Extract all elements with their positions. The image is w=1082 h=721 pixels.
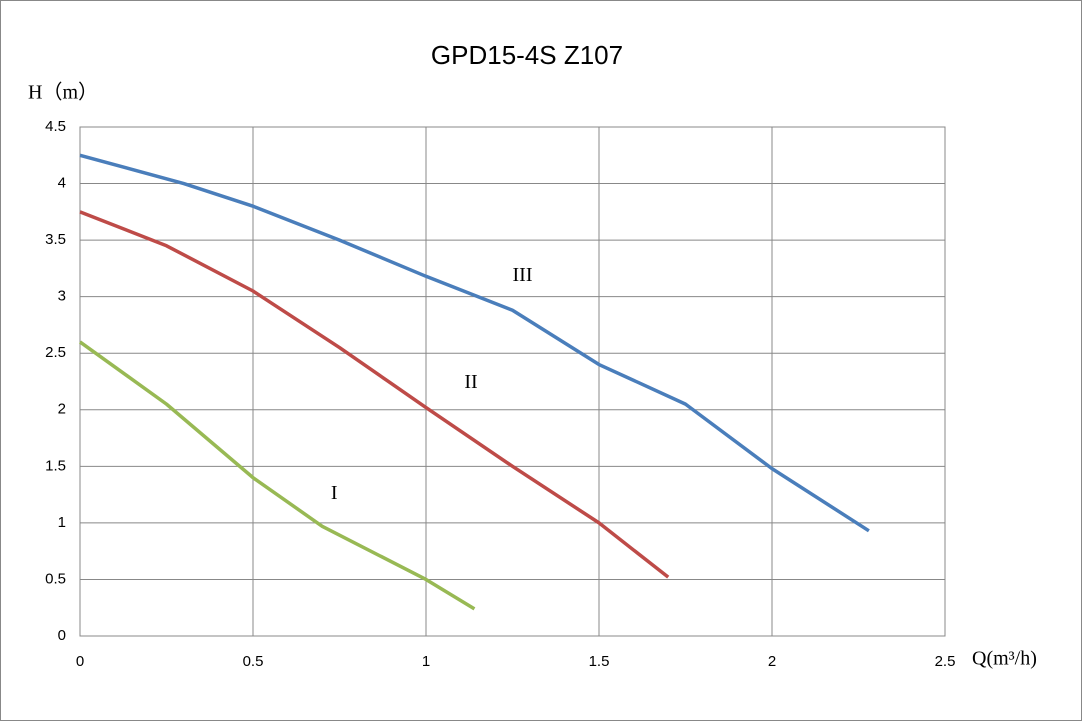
x-tick-label: 0.5: [243, 653, 264, 670]
x-tick-label: 2: [768, 653, 776, 670]
x-tick-label: 1: [422, 653, 430, 670]
x-tick-label: 0: [76, 653, 84, 670]
series-label: I: [331, 482, 338, 504]
y-tick-label: 0.5: [45, 570, 66, 587]
chart-title: GPD15-4S Z107: [431, 40, 623, 70]
line-series: [78, 340, 476, 611]
y-tick-label: 1: [58, 514, 66, 531]
series-label: III: [513, 264, 533, 286]
line-series: [79, 153, 870, 533]
y-tick-label: 3.5: [45, 231, 66, 248]
series-label: II: [464, 371, 477, 393]
line-series: [79, 210, 670, 579]
y-axis-label: H（m）: [28, 81, 98, 104]
y-tick-label: 2: [58, 401, 66, 418]
x-axis-label: Q(m³/h): [972, 648, 1037, 670]
y-tick-label: 1.5: [45, 457, 66, 474]
y-tick-label: 4: [58, 175, 66, 192]
y-tick-label: 3: [58, 288, 66, 305]
y-tick-label: 0: [58, 627, 66, 644]
y-tick-label: 4.5: [45, 118, 66, 135]
y-tick-label: 2.5: [45, 344, 66, 361]
plot-border: [79, 126, 946, 637]
x-tick-label: 2.5: [935, 653, 956, 670]
x-tick-label: 1.5: [589, 653, 610, 670]
